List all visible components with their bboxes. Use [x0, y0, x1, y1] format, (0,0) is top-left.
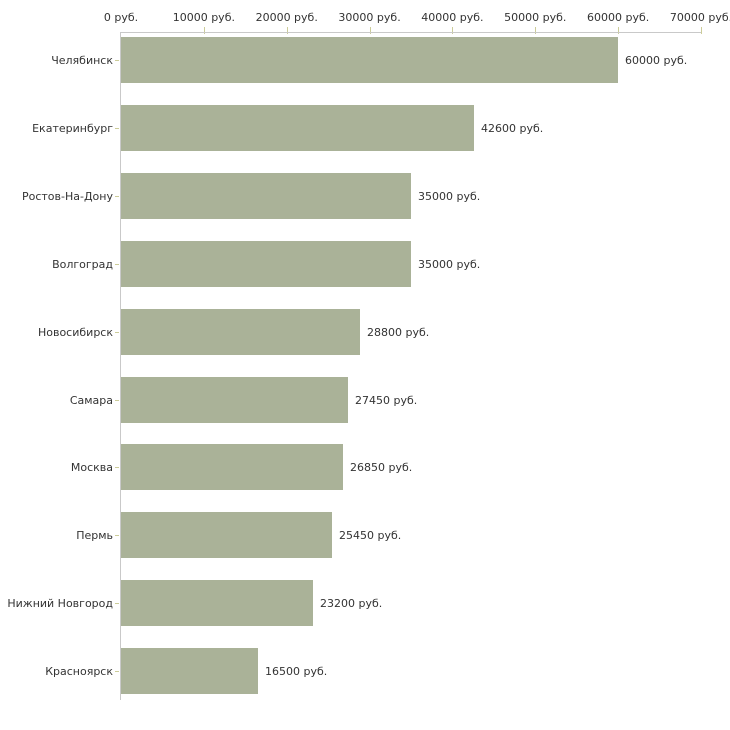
bar: [121, 512, 332, 558]
bar: [121, 173, 411, 219]
category-label: Красноярск: [45, 665, 113, 678]
x-axis-tick-label: 50000 руб.: [504, 11, 567, 24]
x-axis-tick-label: 0 руб.: [103, 11, 139, 24]
x-axis-tick-label: 40000 руб.: [421, 11, 484, 24]
category-tick: [115, 400, 119, 401]
category-tick: [115, 535, 119, 536]
x-axis-tick-label: 70000 руб.: [669, 11, 730, 24]
bar-value-label: 42600 руб.: [481, 122, 544, 135]
x-axis-tick: [287, 27, 288, 34]
bar-value-label: 60000 руб.: [625, 54, 688, 67]
x-axis-tick: [204, 27, 205, 34]
bar-value-label: 16500 руб.: [265, 665, 328, 678]
category-tick: [115, 603, 119, 604]
category-label: Самара: [69, 394, 113, 407]
category-label: Ростов-На-Дону: [21, 190, 113, 203]
category-tick: [115, 128, 119, 129]
category-label: Новосибирск: [37, 326, 113, 339]
bar: [121, 377, 348, 423]
x-axis-tick: [618, 27, 619, 34]
category-tick: [115, 196, 119, 197]
bar: [121, 309, 360, 355]
category-label: Челябинск: [51, 54, 113, 67]
category-tick: [115, 467, 119, 468]
bar-value-label: 27450 руб.: [355, 394, 418, 407]
category-tick: [115, 332, 119, 333]
bar: [121, 105, 474, 151]
bar-value-label: 23200 руб.: [320, 597, 383, 610]
x-axis-tick: [370, 27, 371, 34]
x-axis-tick-label: 10000 руб.: [172, 11, 235, 24]
bar: [121, 648, 258, 694]
x-axis-tick-label: 20000 руб.: [255, 11, 318, 24]
y-axis-line: [120, 32, 121, 700]
x-axis-tick-label: 30000 руб.: [338, 11, 401, 24]
category-label: Москва: [70, 461, 113, 474]
x-axis-line: [120, 32, 701, 33]
bar: [121, 580, 313, 626]
bar-value-label: 35000 руб.: [418, 190, 481, 203]
x-axis-tick: [535, 27, 536, 34]
x-axis-tick: [452, 27, 453, 34]
bar-value-label: 35000 руб.: [418, 258, 481, 271]
category-label: Волгоград: [52, 258, 113, 271]
category-label: Нижний Новгород: [7, 597, 113, 610]
x-axis-tick: [701, 27, 702, 34]
bar-value-label: 26850 руб.: [350, 461, 413, 474]
bar: [121, 444, 343, 490]
category-tick: [115, 264, 119, 265]
bar: [121, 241, 411, 287]
category-tick: [115, 671, 119, 672]
bar-value-label: 28800 руб.: [367, 326, 430, 339]
bar-value-label: 25450 руб.: [339, 529, 402, 542]
category-label: Пермь: [76, 529, 113, 542]
category-label: Екатеринбург: [32, 122, 113, 135]
category-tick: [115, 60, 119, 61]
x-axis-tick-label: 60000 руб.: [587, 11, 650, 24]
bar: [121, 37, 618, 83]
